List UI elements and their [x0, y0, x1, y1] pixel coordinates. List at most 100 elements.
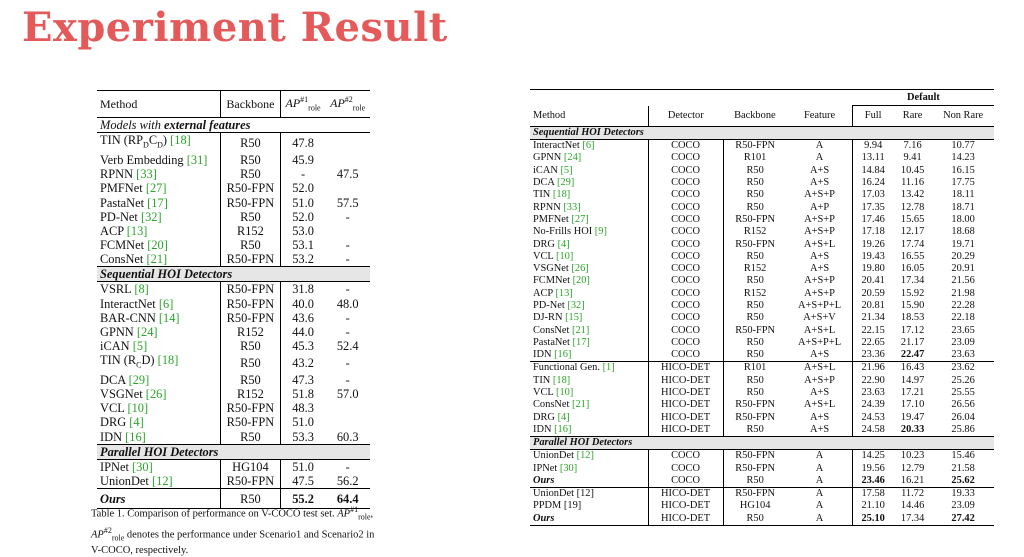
- citation-link[interactable]: 31: [190, 152, 204, 167]
- method-cell: FCMNet [20]: [530, 275, 649, 288]
- rare-cell: 21.17: [900, 336, 925, 348]
- citation-link[interactable]: 5: [136, 339, 144, 354]
- citation-link[interactable]: 30: [563, 462, 574, 474]
- table-row: InteractNet [6] COCO R50-FPN A 9.94 7.16 10.77: [530, 139, 994, 153]
- backbone-cell: R50-FPN: [735, 324, 776, 336]
- citation-link[interactable]: 6: [162, 296, 170, 311]
- table2-header-detector: Detector: [648, 105, 724, 127]
- citation-link[interactable]: 26: [149, 387, 163, 402]
- citation-link[interactable]: 5: [563, 164, 570, 176]
- citation-link[interactable]: 14: [163, 310, 176, 325]
- citation-link[interactable]: 13: [130, 223, 144, 238]
- full-cell: 21.34: [861, 312, 885, 324]
- citation-link[interactable]: 20: [576, 275, 587, 287]
- table-row: VSRL [8] R50-FPN 31.8 -: [97, 281, 370, 297]
- backbone-cell: R50: [746, 275, 764, 287]
- citation-link[interactable]: 33: [140, 167, 153, 182]
- feature-cell: A+S+L: [786, 361, 854, 375]
- citation-link[interactable]: 16: [557, 423, 568, 435]
- rare-cell: 12.17: [900, 226, 925, 238]
- citation-link[interactable]: 19: [567, 500, 578, 512]
- citation-link[interactable]: 24: [567, 152, 578, 164]
- citation-link[interactable]: 10: [559, 250, 570, 262]
- rare-cell: 22.47: [900, 349, 925, 361]
- method-cell: DJ-RN [15]: [530, 312, 649, 325]
- ap2-cell: -: [345, 459, 350, 474]
- citation-link[interactable]: 13: [558, 287, 570, 299]
- citation-link[interactable]: 27: [574, 213, 586, 225]
- table2-header-method: Method: [530, 105, 649, 127]
- rare-cell: 10.45: [900, 164, 925, 176]
- citation-link[interactable]: 18: [174, 133, 187, 148]
- citation-link[interactable]: 21: [150, 252, 164, 267]
- detector-cell: COCO: [648, 213, 724, 227]
- citation-link[interactable]: 18: [161, 353, 175, 368]
- full-cell: 16.24: [861, 177, 885, 189]
- citation-link[interactable]: 21: [575, 324, 586, 336]
- rare-cell: 15.92: [900, 287, 925, 299]
- citation-link[interactable]: 18: [556, 374, 567, 386]
- ap2-cell: [325, 181, 370, 195]
- citation-link[interactable]: 21: [575, 399, 586, 411]
- feature-cell: A+S: [786, 411, 854, 424]
- method-cell: PPDM [19]: [530, 500, 649, 513]
- citation-link[interactable]: 12: [580, 450, 591, 462]
- citation-link[interactable]: 8: [138, 282, 145, 297]
- citation-link[interactable]: 29: [560, 177, 571, 189]
- citation-link[interactable]: 6: [585, 140, 592, 152]
- method-cell: PastaNet [17]: [530, 336, 649, 350]
- detector-cell: COCO: [648, 462, 724, 475]
- feature-cell: A+S+P: [786, 213, 854, 227]
- table1-header-ap2: AP#2role: [325, 89, 370, 119]
- citation-link[interactable]: 17: [576, 336, 587, 348]
- table-row: UnionDet [12] HICO-DET R50-FPN A 17.58 11.72 1…: [530, 487, 994, 501]
- table-row: ConsNet [21] COCO R50-FPN A+S+L 22.15 17.12 23…: [530, 324, 994, 337]
- table-row: UnionDet [12] COCO R50-FPN A 14.25 10.23 15.46: [530, 449, 994, 463]
- detector-cell: COCO: [648, 312, 724, 325]
- citation-link[interactable]: 4: [561, 238, 567, 250]
- citation-link[interactable]: 4: [561, 411, 567, 423]
- citation-link[interactable]: 26: [574, 263, 586, 275]
- method-cell: iCAN [5]: [97, 339, 222, 354]
- citation-link[interactable]: 1: [606, 362, 612, 374]
- citation-link[interactable]: 16: [129, 429, 142, 444]
- citation-link[interactable]: 32: [570, 300, 582, 311]
- full-cell: 25.10: [852, 512, 893, 526]
- method-cell: PD-Net [32]: [97, 209, 222, 224]
- backbone-cell: R50-FPN: [723, 487, 787, 501]
- citation-link[interactable]: 32: [145, 209, 158, 224]
- feature-cell: A: [786, 139, 854, 153]
- citation-link[interactable]: 12: [580, 488, 591, 500]
- citation-link[interactable]: 15: [568, 312, 579, 324]
- feature-cell: A+S+P: [786, 226, 854, 239]
- citation-link[interactable]: 30: [136, 459, 149, 474]
- citation-link[interactable]: 12: [156, 473, 169, 488]
- citation-link[interactable]: 18: [556, 189, 567, 201]
- backbone-cell: R50-FPN: [220, 252, 281, 267]
- citation-link[interactable]: 24: [141, 325, 154, 340]
- nonrare-cell: 10.77: [951, 140, 975, 152]
- section-header: Models with external features: [97, 117, 370, 134]
- citation-link[interactable]: 16: [557, 349, 568, 361]
- table-row: iCAN [5] R50 45.3 52.4: [97, 339, 370, 354]
- citation-link[interactable]: 20: [151, 238, 164, 253]
- rare-cell: 20.33: [900, 423, 925, 435]
- citation-link[interactable]: 10: [559, 387, 570, 399]
- ap1-cell: 40.0: [292, 296, 314, 311]
- citation-link[interactable]: 27: [149, 181, 163, 196]
- citation-link[interactable]: 4: [133, 415, 140, 430]
- nonrare-cell: 22.18: [951, 312, 975, 324]
- table-row: UnionDet [12] R50-FPN 47.5 56.2: [97, 473, 370, 489]
- citation-link[interactable]: 9: [598, 226, 604, 238]
- nonrare-cell: 23.09: [951, 500, 975, 512]
- full-cell: 22.15: [861, 324, 885, 336]
- citation-link[interactable]: 17: [151, 195, 164, 210]
- citation-link[interactable]: 29: [132, 372, 146, 387]
- rare-cell: 16.55: [900, 250, 925, 262]
- citation-link[interactable]: 10: [131, 401, 144, 416]
- table-row: TIN (RPDCD) [18] R50 47.8: [97, 132, 370, 153]
- backbone-cell: R50: [220, 429, 281, 445]
- citation-link[interactable]: 33: [566, 201, 578, 213]
- method-cell: VCL [10]: [97, 401, 222, 416]
- full-cell: 20.59: [861, 287, 885, 299]
